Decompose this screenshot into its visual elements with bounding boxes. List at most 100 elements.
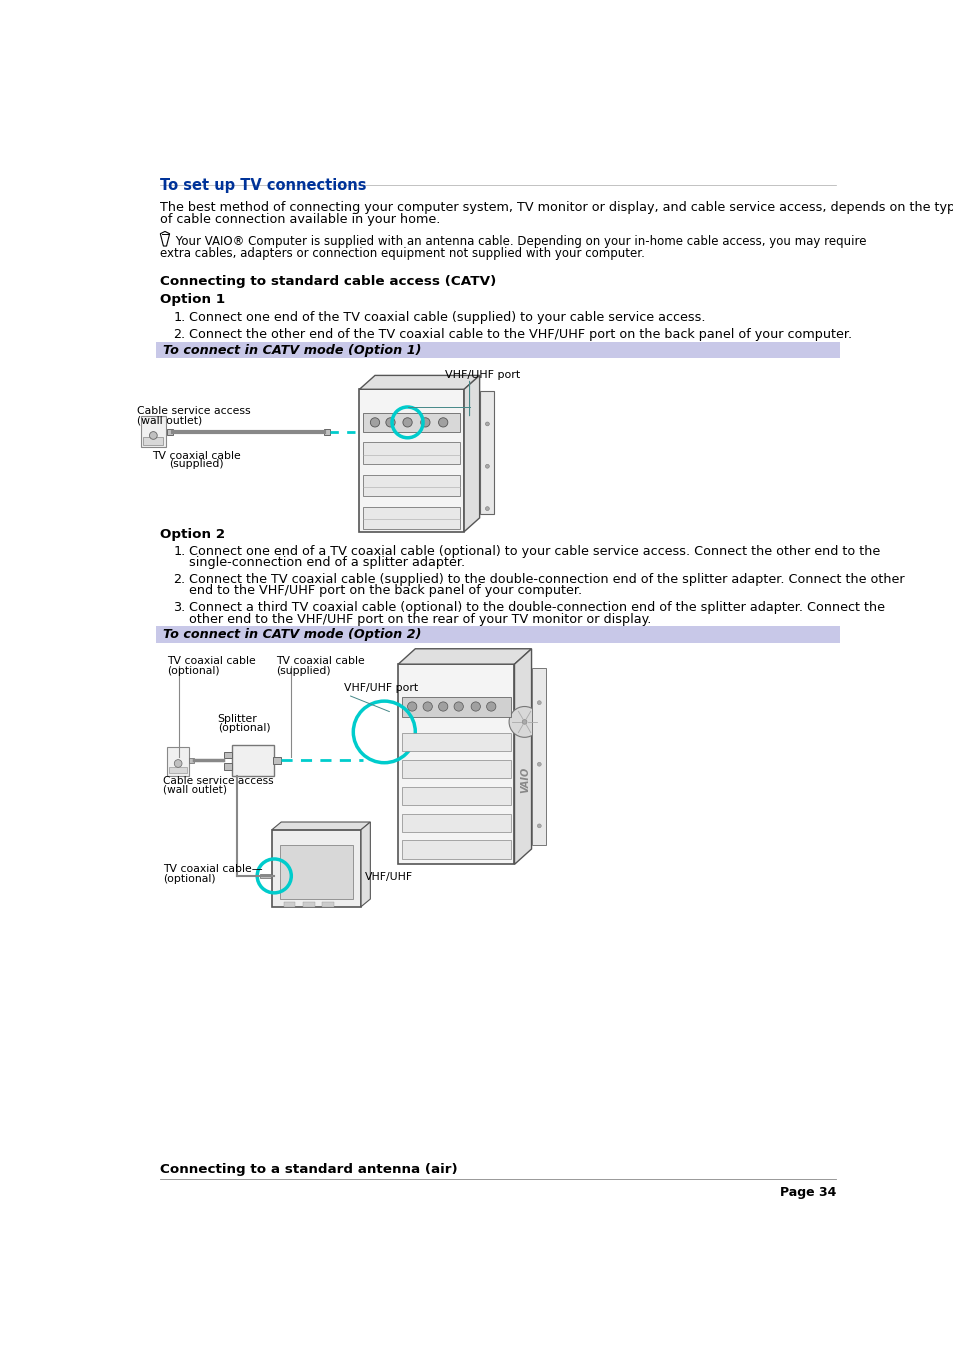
Bar bbox=[143, 436, 163, 444]
Text: 1.: 1. bbox=[173, 544, 186, 558]
Circle shape bbox=[537, 701, 540, 705]
Text: To set up TV connections: To set up TV connections bbox=[159, 177, 366, 193]
Bar bbox=[363, 413, 459, 432]
Bar bbox=[274, 757, 281, 765]
Bar bbox=[363, 442, 459, 463]
Circle shape bbox=[485, 507, 489, 511]
Circle shape bbox=[385, 417, 395, 427]
Bar bbox=[283, 902, 294, 907]
Circle shape bbox=[370, 417, 379, 427]
Text: TV coaxial cable: TV coaxial cable bbox=[152, 451, 241, 461]
Bar bbox=[480, 390, 494, 513]
Bar bbox=[323, 428, 330, 435]
Bar bbox=[167, 428, 172, 435]
Polygon shape bbox=[514, 648, 531, 865]
Text: Connect one end of the TV coaxial cable (supplied) to your cable service access.: Connect one end of the TV coaxial cable … bbox=[189, 311, 705, 324]
Text: Connect a third TV coaxial cable (optional) to the double-connection end of the : Connect a third TV coaxial cable (option… bbox=[189, 601, 884, 613]
Bar bbox=[402, 732, 510, 751]
Circle shape bbox=[486, 703, 496, 711]
Text: (wall outlet): (wall outlet) bbox=[137, 416, 202, 426]
Text: of cable connection available in your home.: of cable connection available in your ho… bbox=[159, 213, 439, 226]
Circle shape bbox=[537, 824, 540, 828]
Text: other end to the VHF/UHF port on the rear of your TV monitor or display.: other end to the VHF/UHF port on the rea… bbox=[189, 612, 651, 626]
Bar bbox=[167, 747, 189, 775]
Text: (wall outlet): (wall outlet) bbox=[163, 785, 227, 794]
Circle shape bbox=[454, 703, 463, 711]
Text: end to the VHF/UHF port on the back panel of your computer.: end to the VHF/UHF port on the back pane… bbox=[189, 584, 581, 597]
Bar bbox=[402, 697, 510, 716]
Bar bbox=[303, 902, 314, 907]
Bar bbox=[232, 744, 274, 775]
Text: VHF/UHF port: VHF/UHF port bbox=[444, 370, 519, 380]
Bar bbox=[189, 758, 193, 763]
Text: 1.: 1. bbox=[173, 311, 186, 324]
Text: Page 34: Page 34 bbox=[779, 1186, 835, 1200]
Text: Connecting to a standard antenna (air): Connecting to a standard antenna (air) bbox=[159, 1163, 456, 1177]
Text: (supplied): (supplied) bbox=[170, 459, 224, 469]
Bar bbox=[279, 846, 353, 898]
Bar bbox=[532, 667, 546, 846]
Circle shape bbox=[150, 431, 157, 439]
Circle shape bbox=[485, 422, 489, 426]
Circle shape bbox=[438, 417, 447, 427]
Bar bbox=[224, 763, 232, 770]
Text: 2.: 2. bbox=[173, 573, 186, 585]
Text: (optional): (optional) bbox=[217, 723, 270, 734]
Text: Option 2: Option 2 bbox=[159, 528, 225, 540]
Polygon shape bbox=[272, 821, 370, 830]
Bar bbox=[402, 786, 510, 805]
Bar bbox=[363, 474, 459, 496]
Text: TV coaxial cable: TV coaxial cable bbox=[167, 657, 255, 666]
Bar bbox=[141, 416, 166, 447]
Text: Option 1: Option 1 bbox=[159, 293, 225, 307]
Polygon shape bbox=[359, 376, 479, 389]
Bar bbox=[402, 813, 510, 832]
Circle shape bbox=[402, 417, 412, 427]
Bar bbox=[322, 902, 334, 907]
Polygon shape bbox=[397, 648, 531, 665]
Bar bbox=[397, 665, 514, 865]
Text: VHF/UHF port: VHF/UHF port bbox=[344, 684, 417, 693]
Text: VHF/UHF: VHF/UHF bbox=[365, 871, 413, 882]
Circle shape bbox=[422, 703, 432, 711]
Text: 3.: 3. bbox=[173, 601, 186, 613]
Text: Connect the other end of the TV coaxial cable to the VHF/UHF port on the back pa: Connect the other end of the TV coaxial … bbox=[189, 328, 851, 340]
Text: (supplied): (supplied) bbox=[275, 666, 330, 676]
Text: (optional): (optional) bbox=[167, 666, 220, 676]
Text: TV coaxial cable—: TV coaxial cable— bbox=[163, 865, 263, 874]
Bar bbox=[260, 874, 271, 878]
Circle shape bbox=[509, 707, 539, 738]
Circle shape bbox=[438, 703, 447, 711]
Text: (optional): (optional) bbox=[163, 874, 215, 884]
Circle shape bbox=[521, 720, 526, 724]
Bar bbox=[224, 753, 232, 758]
Text: TV coaxial cable: TV coaxial cable bbox=[275, 657, 364, 666]
Bar bbox=[359, 389, 464, 532]
Circle shape bbox=[174, 759, 182, 767]
Text: Cable service access: Cable service access bbox=[163, 775, 274, 786]
Bar bbox=[272, 830, 360, 907]
Circle shape bbox=[485, 465, 489, 469]
Bar bbox=[363, 507, 459, 528]
Bar bbox=[155, 342, 840, 358]
Text: Cable service access: Cable service access bbox=[137, 407, 251, 416]
Text: Connect one end of a TV coaxial cable (optional) to your cable service access. C: Connect one end of a TV coaxial cable (o… bbox=[189, 544, 880, 558]
Circle shape bbox=[420, 417, 430, 427]
Text: 2.: 2. bbox=[173, 328, 186, 340]
Polygon shape bbox=[464, 376, 479, 532]
Text: Connect the TV coaxial cable (supplied) to the double-connection end of the spli: Connect the TV coaxial cable (supplied) … bbox=[189, 573, 903, 585]
Text: To connect in CATV mode (Option 1): To connect in CATV mode (Option 1) bbox=[162, 345, 420, 357]
Text: The best method of connecting your computer system, TV monitor or display, and c: The best method of connecting your compu… bbox=[159, 200, 953, 213]
Text: VAIO: VAIO bbox=[519, 766, 530, 793]
Text: Connecting to standard cable access (CATV): Connecting to standard cable access (CAT… bbox=[159, 276, 496, 288]
Polygon shape bbox=[360, 821, 370, 907]
Text: Your VAIO® Computer is supplied with an antenna cable. Depending on your in-home: Your VAIO® Computer is supplied with an … bbox=[172, 235, 865, 249]
Circle shape bbox=[537, 762, 540, 766]
Bar bbox=[402, 759, 510, 778]
Bar bbox=[155, 627, 840, 643]
Text: To connect in CATV mode (Option 2): To connect in CATV mode (Option 2) bbox=[162, 628, 420, 640]
Text: extra cables, adapters or connection equipment not supplied with your computer.: extra cables, adapters or connection equ… bbox=[159, 247, 643, 259]
Circle shape bbox=[471, 703, 480, 711]
Circle shape bbox=[407, 703, 416, 711]
Text: single-connection end of a splitter adapter.: single-connection end of a splitter adap… bbox=[189, 557, 465, 569]
